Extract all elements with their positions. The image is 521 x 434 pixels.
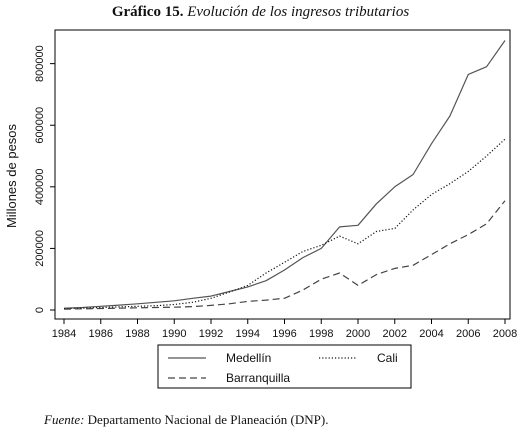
x-tick-label: 1992 [199,328,223,340]
series-line-cali [63,138,506,310]
chart-title: Gráfico 15. Evolución de los ingresos tr… [0,4,521,21]
source-note: Fuente: Departamento Nacional de Planeac… [44,412,328,428]
chart-title-number: Gráfico 15. [111,4,184,20]
source-text: Departamento Nacional de Planeación (DNP… [87,412,329,427]
x-axis: 1984 1986 1988 1990 1992 1994 1996 1998 2000 2002… [52,318,517,340]
x-tick-label: 1986 [89,328,113,340]
x-tick-label: 1988 [125,328,149,340]
x-tick-label: 2002 [383,328,407,340]
series-line-barranquilla [63,200,506,310]
series-line-medell-n [63,40,506,309]
x-tick-label: 2004 [419,328,443,340]
x-tick-label: 1994 [236,328,260,340]
y-tick-label: 400000 [34,168,46,205]
y-tick-label: 800000 [34,45,46,82]
x-tick-label: 1998 [309,328,333,340]
y-axis-label: Millones de pesos [4,123,19,228]
x-tick-label: 1984 [52,328,76,340]
x-tick-label: 2008 [493,328,517,340]
x-tick-label: 2000 [346,328,370,340]
chart-title-text: Evolución de los ingresos tributarios [187,4,410,20]
x-tick-label: 1990 [162,328,186,340]
legend-label: Cali [377,351,398,365]
plot-frame [54,29,511,320]
legend-label: Barranquilla [226,371,290,385]
source-label: Fuente: [44,412,85,427]
series-layer [63,40,506,310]
legend: Medellín Cali Barranquilla [157,344,412,389]
y-tick-label: 0 [34,307,46,313]
legend-label: Medellín [226,351,271,365]
x-tick-label: 2006 [456,328,480,340]
y-tick-label: 600000 [34,107,46,144]
x-tick-label: 1996 [272,328,296,340]
y-tick-label: 200000 [34,230,46,267]
legend-box [157,344,412,389]
y-axis: 0 200000 400000 600000 800000 [34,45,56,313]
